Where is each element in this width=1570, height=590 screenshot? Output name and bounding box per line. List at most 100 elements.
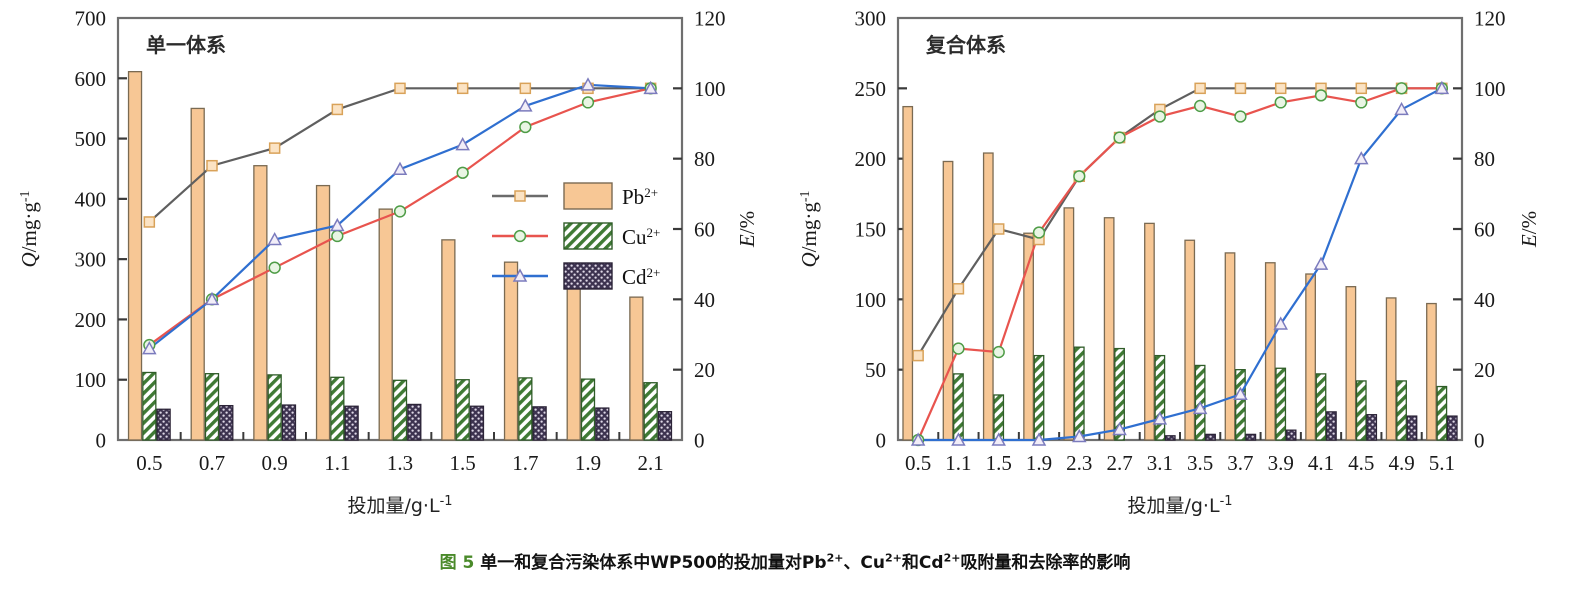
y-tick-label: 100 [855,288,887,312]
legend-swatch-cd [563,262,613,290]
x-axis-title: 投加量/g·L-1 [347,494,452,518]
legend-label-pb: Pb2+ [622,185,658,210]
bar-cu [455,379,470,441]
x-tick-label: 4.1 [1308,451,1334,475]
bar-cu [142,371,157,441]
bar-cu [518,377,533,441]
bar-cu [1275,367,1287,441]
caption-part-a: 单一和复合污染体系中WP500的投加量对Pb [474,553,827,573]
bar-cu [953,373,964,441]
figure-number: 图 5 [439,553,475,573]
bar-pb [1385,297,1397,441]
y2-tick-label: 120 [694,7,726,31]
bar-cd [219,404,234,441]
y-axis-right: 0 20 40 60 80 100 120 [1453,7,1506,453]
bar-pb [1144,222,1155,441]
plot-frame [896,16,1464,442]
bar-cu [330,376,345,441]
y2-tick-label: 20 [694,358,715,382]
x-tick-label: 1.3 [387,451,413,475]
bar-cd [532,406,547,441]
y-tick-label: 300 [75,248,107,272]
x-tick-label: 5.1 [1429,451,1455,475]
lines-layer [910,80,1450,447]
bar-cu [267,374,282,441]
bar-cd [407,403,422,441]
x-tick-label: 0.9 [262,451,288,475]
y-tick-label: 0 [876,429,887,453]
y-axis-left: 0 100 200 300 400 500 600 700 [75,7,127,453]
y2-tick-label: 100 [694,77,726,101]
y-axis-right: 0 20 40 60 80 100 120 [673,7,726,453]
bar-pb [253,165,268,441]
bar-cu [580,378,596,441]
bar-pb [1184,239,1196,441]
y2-tick-label: 60 [1474,218,1495,242]
x-tick-label: 1.5 [986,451,1012,475]
x-tick-label: 1.1 [945,451,971,475]
figure-caption: 图 5 单一和复合污染体系中WP500的投加量对Pb2+、Cu2+和Cd2+吸附… [0,548,1570,573]
panel-title: 复合体系 [925,33,1006,57]
bar-pb [629,296,644,441]
bar-pb [378,208,393,441]
y-axis-left-title: Q/mg·g-1 [797,190,821,267]
bar-pb [1063,207,1075,441]
y2-tick-label: 80 [694,147,715,171]
legend: Pb2+ Cu2+ Cd2+ [492,182,660,290]
bar-cd [156,408,171,441]
y-axis-left: 0 50 100 150 200 250 300 [855,7,907,453]
svg-text:Q/mg·g-1: Q/mg·g-1 [797,190,821,267]
bar-cd [1164,435,1176,441]
x-tick-label: 3.7 [1227,451,1253,475]
bar-cu [392,379,408,441]
y-tick-label: 100 [75,368,107,392]
bar-cu [1315,373,1327,441]
bar-pb [1224,252,1236,441]
bar-cu [1033,354,1045,441]
y-tick-label: 0 [96,429,107,453]
x-tick-label: 3.5 [1187,451,1213,475]
bar-pb [315,184,331,441]
x-tick-label: 0.5 [905,451,931,475]
y-tick-label: 400 [75,187,107,211]
caption-part-c: 和Cd [901,553,944,573]
chart-panel-single-system: 0 100 200 300 400 500 600 700 0 20 40 60 80 100 120 0.5… [0,0,790,540]
bar-cd [1326,411,1337,441]
x-tick-label: 0.7 [199,451,225,475]
caption-sup-a: 2+ [826,551,844,565]
bar-cu [1154,354,1166,441]
x-tick-label: 4.9 [1388,451,1414,475]
bar-cd [657,411,673,441]
bar-pb [1345,286,1357,441]
bar-pb [190,107,205,441]
bar-pb [127,71,143,441]
legend-swatch-pb [563,182,613,210]
x-tick-label: 0.5 [136,451,162,475]
bar-pb [1305,273,1316,441]
y2-tick-label: 100 [1474,77,1506,101]
bars-layer [127,71,673,441]
bar-cd [1366,414,1378,441]
bar-pb [441,239,456,441]
bar-cu [1355,380,1367,441]
x-tick-label: 1.7 [512,451,538,475]
y-axis-right-title: E/% [1517,211,1541,248]
y-tick-label: 200 [855,147,887,171]
svg-text:E/%: E/% [735,211,759,248]
bar-cd [1285,429,1297,441]
line-pb-removal [917,87,1442,357]
y-tick-label: 150 [855,218,887,242]
x-tick-label: 2.7 [1106,451,1132,475]
legend-swatch-cu [563,222,613,250]
y2-tick-label: 60 [694,218,715,242]
y2-tick-label: 40 [694,288,715,312]
bar-cd [281,404,297,441]
x-tick-label: 1.9 [1026,451,1052,475]
x-tick-label: 3.9 [1268,451,1294,475]
y2-tick-label: 80 [1474,147,1495,171]
bar-pb [1426,302,1437,441]
lines-layer [142,77,658,355]
bar-cd [469,405,485,441]
line-cu-removal [917,87,1442,441]
legend-label-cu: Cu2+ [622,225,660,250]
